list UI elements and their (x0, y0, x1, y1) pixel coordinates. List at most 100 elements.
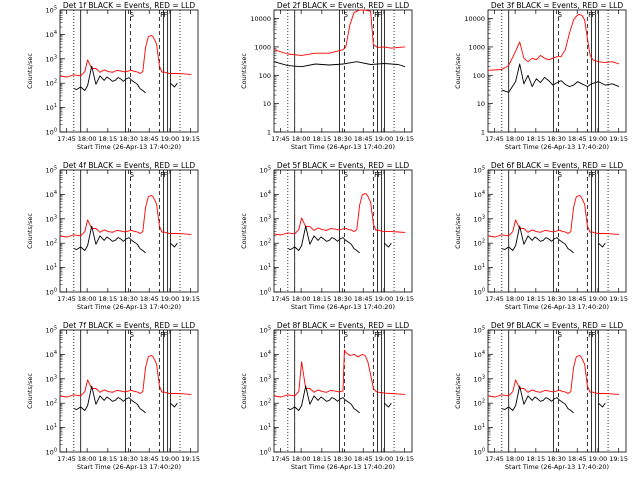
y-axis-label: Counts/sec (454, 213, 462, 249)
axes-frame (59, 169, 199, 293)
ytick-label: 105 (260, 326, 271, 335)
xtick-label: 19:00 (375, 295, 394, 303)
xtick-label: 18:15 (98, 455, 117, 463)
ytick-label: 103 (46, 54, 57, 63)
panel-title: Det 8f BLACK = Events, RED = LLD (277, 321, 410, 330)
xtick-label: 19:15 (609, 455, 628, 463)
xtick-label: 18:30 (119, 135, 138, 143)
region-label: F (378, 331, 382, 339)
ytick-label: 101 (260, 263, 271, 272)
ytick-label: 100 (259, 72, 271, 80)
region-label: F (592, 331, 596, 339)
panel-title: Det 1f BLACK = Events, RED = LLD (63, 1, 196, 10)
region-label: F (160, 331, 164, 339)
series-lld-line (487, 13, 620, 71)
region-label: S (344, 331, 349, 339)
region-label: S (344, 11, 349, 19)
series-lld-line (59, 35, 192, 78)
ytick-label: 102 (46, 79, 57, 88)
panel-2: Det 2f BLACK = Events, RED = LLD 1 10 100 10… (240, 1, 414, 151)
xtick-label: 17:45 (485, 455, 504, 463)
xtick-label: 19:00 (589, 135, 608, 143)
region-label: S (558, 11, 563, 19)
panel-title: Det 4f BLACK = Events, RED = LLD (63, 161, 196, 170)
x-axis-label: Start Time (26-Apr-13 17:40:20) (505, 463, 609, 471)
panel-7: Det 7f BLACK = Events, RED = LLD 100 101 10… (26, 321, 200, 471)
panel-title: Det 5f BLACK = Events, RED = LLD (277, 161, 410, 170)
xtick-label: 18:30 (547, 455, 566, 463)
xtick-label: 18:15 (98, 135, 117, 143)
xtick-label: 19:00 (161, 455, 180, 463)
region-label: F (374, 171, 378, 179)
region-label: S (130, 171, 135, 179)
panel-6: Det 6f BLACK = Events, RED = LLD 100 101 10… (454, 161, 628, 311)
xtick-label: 19:00 (161, 135, 180, 143)
region-label: F (164, 331, 168, 339)
ytick-label: 100 (46, 288, 57, 297)
region-label: F (160, 171, 164, 179)
xtick-label: 18:45 (140, 135, 159, 143)
x-axis-label: Start Time (26-Apr-13 17:40:20) (291, 463, 395, 471)
xtick-label: 19:15 (395, 455, 414, 463)
series-lld-line (59, 355, 192, 398)
xtick-label: 17:45 (485, 135, 504, 143)
xtick-label: 19:15 (181, 295, 200, 303)
region-label: F (378, 171, 382, 179)
panel-title: Det 3f BLACK = Events, RED = LLD (491, 1, 624, 10)
x-axis-label: Start Time (26-Apr-13 17:40:20) (291, 143, 395, 151)
xtick-label: 18:30 (333, 455, 352, 463)
region-label: F (592, 11, 596, 19)
ytick-label: 104 (46, 190, 57, 199)
region-label: F (592, 171, 596, 179)
xtick-label: 18:00 (506, 455, 525, 463)
region-label: F (588, 171, 592, 179)
ytick-label: 102 (46, 399, 57, 408)
region-label: F (588, 11, 592, 19)
xtick-label: 18:45 (568, 455, 587, 463)
ytick-label: 102 (260, 399, 271, 408)
xtick-label: 17:45 (57, 295, 76, 303)
xtick-label: 19:00 (375, 455, 394, 463)
series-events-line (501, 225, 606, 254)
xtick-label: 19:15 (609, 295, 628, 303)
x-axis-label: Start Time (26-Apr-13 17:40:20) (505, 143, 609, 151)
ytick-label: 1 (267, 129, 271, 137)
ytick-label: 1 (481, 129, 485, 137)
xtick-label: 19:15 (181, 455, 200, 463)
xtick-label: 17:45 (57, 455, 76, 463)
ytick-label: 101 (474, 423, 485, 432)
xtick-label: 18:00 (78, 295, 97, 303)
ytick-label: 104 (46, 350, 57, 359)
ytick-label: 100 (473, 72, 485, 80)
panel-5: Det 5f BLACK = Events, RED = LLD 100 101 10… (240, 161, 414, 311)
series-lld-line (273, 349, 406, 398)
panel-4: Det 4f BLACK = Events, RED = LLD 100 101 10… (26, 161, 200, 311)
ytick-label: 104 (46, 30, 57, 39)
region-label: F (588, 331, 592, 339)
series-lld-line (273, 193, 406, 236)
series-events-line (73, 385, 178, 414)
ytick-label: 103 (46, 214, 57, 223)
xtick-label: 18:45 (354, 135, 373, 143)
ytick-label: 100 (260, 288, 271, 297)
x-axis-label: Start Time (26-Apr-13 17:40:20) (505, 303, 609, 311)
xtick-label: 18:45 (354, 295, 373, 303)
region-label: F (164, 171, 168, 179)
series-lld-line (273, 9, 406, 56)
region-label: F (374, 11, 378, 19)
ytick-label: 105 (474, 326, 485, 335)
region-label: S (558, 171, 563, 179)
xtick-label: 18:00 (292, 135, 311, 143)
xtick-label: 18:00 (78, 135, 97, 143)
series-events-line (287, 385, 392, 414)
region-label: S (130, 11, 135, 19)
ytick-label: 10 (477, 100, 485, 108)
xtick-label: 19:00 (375, 135, 394, 143)
axes-frame (59, 9, 199, 133)
xtick-label: 18:00 (506, 135, 525, 143)
ytick-label: 101 (46, 103, 57, 112)
xtick-label: 18:15 (98, 295, 117, 303)
series-events-line (73, 225, 178, 254)
series-lld-line (487, 195, 620, 238)
